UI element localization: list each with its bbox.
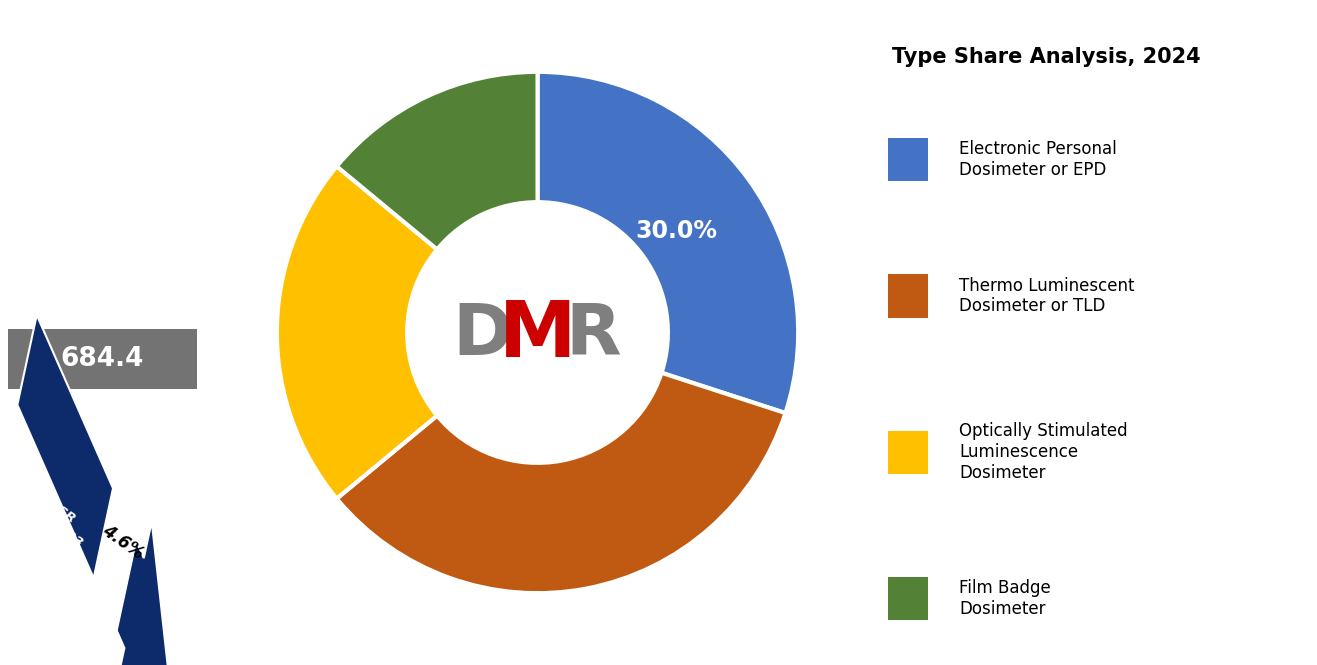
FancyBboxPatch shape [888,274,928,317]
Text: Electronic Personal
Dosimeter or EPD: Electronic Personal Dosimeter or EPD [960,140,1117,179]
Text: 4.6%: 4.6% [99,521,148,563]
Polygon shape [17,315,170,665]
Text: R: R [566,301,622,370]
Text: Film Badge
Dosimeter: Film Badge Dosimeter [960,579,1051,618]
Text: Thermo Luminescent
Dosimeter or TLD: Thermo Luminescent Dosimeter or TLD [960,277,1135,315]
Text: CAGR
2024-2033: CAGR 2024-2033 [13,481,94,550]
Text: M: M [499,297,577,373]
Wedge shape [337,72,537,249]
Text: Global Dosimetry
Equipment Market
Size
(USD Million), 2024: Global Dosimetry Equipment Market Size (… [20,255,186,330]
Text: 684.4: 684.4 [61,346,144,372]
Text: Type Share Analysis, 2024: Type Share Analysis, 2024 [893,47,1201,66]
Text: Dimension
Market
Research: Dimension Market Research [24,88,180,178]
Wedge shape [537,72,798,413]
Text: 30.0%: 30.0% [636,219,718,243]
Text: Optically Stimulated
Luminescence
Dosimeter: Optically Stimulated Luminescence Dosime… [960,422,1129,482]
Circle shape [408,203,666,462]
Polygon shape [91,478,138,640]
FancyBboxPatch shape [8,329,196,389]
Wedge shape [337,373,785,593]
FancyBboxPatch shape [888,577,928,620]
Wedge shape [277,166,437,499]
FancyBboxPatch shape [888,138,928,181]
Text: D: D [453,301,512,370]
FancyBboxPatch shape [888,431,928,473]
